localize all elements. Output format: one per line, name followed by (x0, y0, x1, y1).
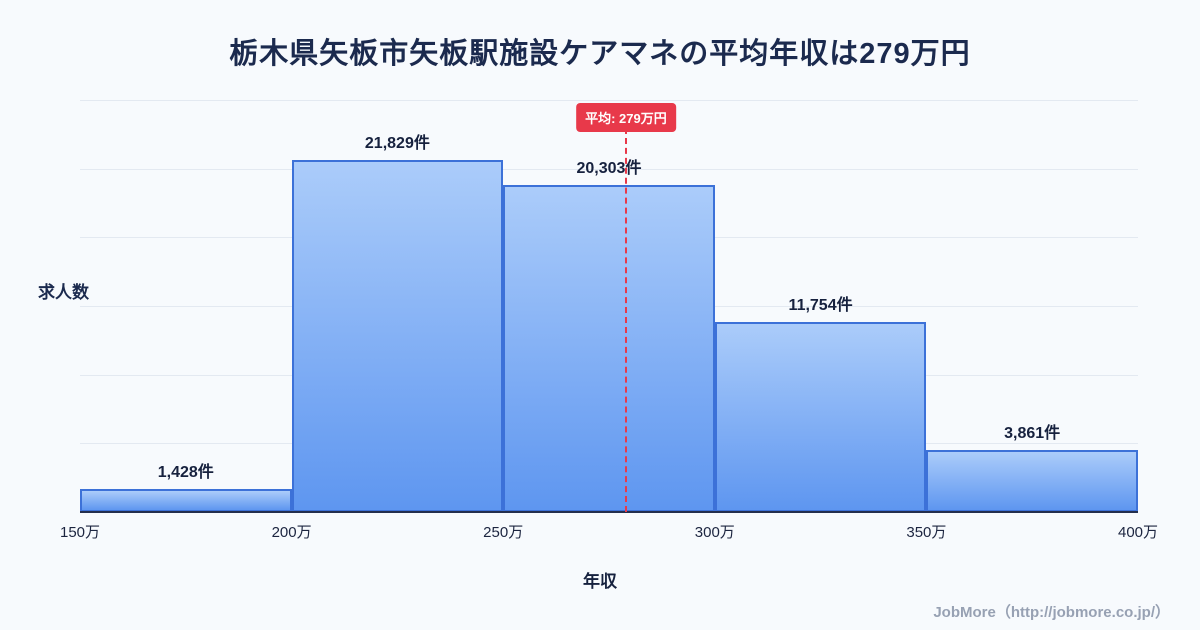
footer-credit: JobMore（http://jobmore.co.jp/） (933, 604, 1170, 621)
page-title: 栃木県矢板市矢板駅施設ケアマネの平均年収は279万円 (229, 38, 971, 70)
average-dashed-line (624, 128, 627, 512)
x-axis-line (80, 511, 1138, 513)
histogram-bar (503, 185, 715, 512)
x-tick-label: 250万 (483, 524, 524, 541)
histogram-bar (291, 160, 504, 512)
bar-value-label: 3,861件 (1004, 425, 1061, 442)
bar-value-label: 21,829件 (364, 135, 430, 152)
bar-cell: 20,303件 (503, 154, 715, 512)
gridline (80, 168, 1138, 170)
x-tick-label: 200万 (271, 524, 312, 541)
x-tick-label: 150万 (59, 524, 101, 541)
histogram-bar (80, 489, 292, 512)
average-badge: 平均: 279万円 (576, 103, 676, 132)
y-axis-label: 求人数 (38, 283, 89, 302)
bar-value-label: 1,428件 (157, 464, 214, 481)
x-tick-label: 400万 (1117, 524, 1159, 541)
bar-cell: 1,428件 (80, 458, 292, 512)
bars: 1,428件 21,829件 20,303件 11,754件 3,861件 (80, 100, 1138, 512)
x-axis-ticks: 150万 200万 250万 300万 350万 400万 (60, 512, 1158, 541)
bar-cell: 21,829件 (291, 129, 504, 512)
bar-cell: 3,861件 (926, 419, 1138, 512)
x-tick-label: 350万 (906, 524, 947, 541)
bar-value-label: 20,303件 (576, 160, 642, 177)
x-axis-title: 年収 (583, 572, 617, 591)
histogram-bar (926, 450, 1138, 512)
chart-area: 1,428件 21,829件 20,303件 11,754件 3,861件 平均: 27… (60, 100, 1158, 541)
x-tick-label: 300万 (694, 524, 735, 541)
bar-value-label: 11,754件 (788, 297, 853, 314)
gridline (80, 100, 1138, 101)
bar-cell: 11,754件 (714, 291, 927, 512)
histogram-bar (714, 322, 927, 512)
